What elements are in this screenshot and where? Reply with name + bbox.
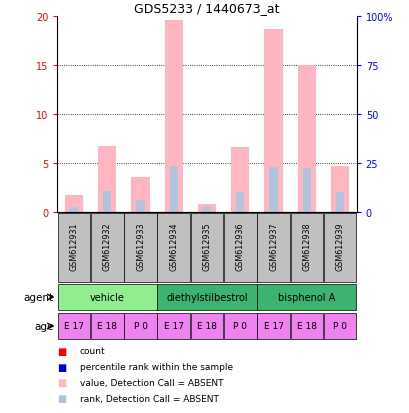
Bar — [290, 214, 322, 282]
Text: ■: ■ — [57, 377, 67, 387]
Text: ■: ■ — [57, 393, 67, 403]
Text: E 18: E 18 — [97, 321, 117, 330]
Bar — [198, 204, 216, 213]
Text: count: count — [80, 347, 106, 356]
Text: vehicle: vehicle — [90, 292, 124, 302]
Bar — [124, 214, 157, 282]
Bar — [157, 313, 190, 339]
Bar — [157, 214, 190, 282]
Bar — [256, 214, 289, 282]
Bar — [70, 208, 78, 213]
Bar — [323, 313, 355, 339]
Text: P 0: P 0 — [332, 321, 346, 330]
Title: GDS5233 / 1440673_at: GDS5233 / 1440673_at — [134, 2, 279, 15]
Bar — [169, 166, 178, 213]
Bar — [103, 191, 111, 213]
Bar — [256, 313, 289, 339]
Bar — [323, 214, 355, 282]
Text: E 18: E 18 — [197, 321, 216, 330]
Text: GSM612932: GSM612932 — [103, 222, 112, 271]
Bar — [190, 313, 223, 339]
Bar — [91, 313, 123, 339]
Bar — [98, 147, 116, 213]
Text: bisphenol A: bisphenol A — [278, 292, 335, 302]
Text: E 18: E 18 — [296, 321, 316, 330]
Bar — [202, 208, 211, 213]
Bar — [231, 148, 249, 213]
Bar — [58, 313, 90, 339]
Bar — [223, 214, 256, 282]
Bar — [58, 284, 157, 311]
Text: E 17: E 17 — [163, 321, 183, 330]
Bar — [264, 30, 282, 213]
Text: value, Detection Call = ABSENT: value, Detection Call = ABSENT — [80, 378, 223, 387]
Text: GSM612933: GSM612933 — [136, 222, 145, 271]
Text: E 17: E 17 — [64, 321, 84, 330]
Text: GSM612931: GSM612931 — [70, 222, 79, 271]
Text: ■: ■ — [57, 362, 67, 372]
Text: age: age — [34, 321, 53, 331]
Text: rank, Detection Call = ABSENT: rank, Detection Call = ABSENT — [80, 394, 218, 403]
Text: percentile rank within the sample: percentile rank within the sample — [80, 362, 232, 371]
Bar — [236, 192, 244, 213]
Bar — [330, 166, 348, 213]
Bar — [302, 169, 310, 213]
Text: E 17: E 17 — [263, 321, 283, 330]
Bar — [290, 313, 322, 339]
Bar — [124, 313, 157, 339]
Text: agent: agent — [23, 292, 53, 302]
Text: GSM612938: GSM612938 — [301, 222, 310, 271]
Text: GSM612936: GSM612936 — [235, 222, 244, 271]
Text: GSM612934: GSM612934 — [169, 222, 178, 271]
Text: GSM612939: GSM612939 — [335, 222, 344, 271]
Bar — [297, 66, 315, 213]
Bar — [65, 196, 83, 213]
Text: P 0: P 0 — [133, 321, 147, 330]
Text: diethylstilbestrol: diethylstilbestrol — [166, 292, 247, 302]
Text: GSM612937: GSM612937 — [268, 222, 277, 271]
Text: ■: ■ — [57, 346, 67, 356]
Bar — [256, 284, 355, 311]
Bar — [164, 21, 182, 213]
Bar — [190, 214, 223, 282]
Bar — [136, 201, 144, 213]
Bar — [335, 192, 344, 213]
Bar — [223, 313, 256, 339]
Text: GSM612935: GSM612935 — [202, 222, 211, 271]
Bar — [131, 178, 149, 213]
Bar — [91, 214, 123, 282]
Bar — [58, 214, 90, 282]
Text: P 0: P 0 — [233, 321, 247, 330]
Bar — [269, 168, 277, 213]
Bar — [157, 284, 256, 311]
